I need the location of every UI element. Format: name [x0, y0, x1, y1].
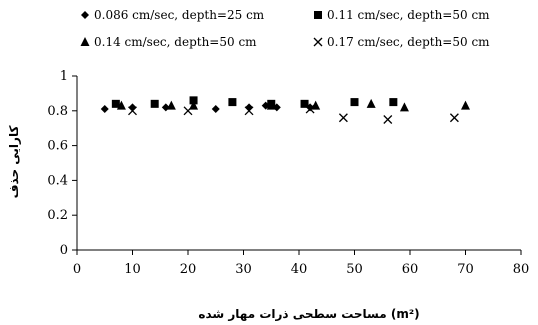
data-point-x [244, 106, 254, 116]
legend-item: 0.14 cm/sec, depth=50 cm [80, 35, 257, 49]
x-tick-label: 10 [124, 262, 141, 277]
legend-item: 0.11 cm/sec, depth=50 cm [314, 8, 490, 22]
data-point-triangle [266, 100, 276, 110]
y-tick-label: 0 [60, 243, 68, 258]
y-tick-label: 0.8 [47, 104, 68, 119]
x-tick-label: 20 [180, 262, 197, 277]
y-tick-label: 0.2 [47, 208, 68, 223]
data-points [100, 96, 470, 124]
legend-label: 0.14 cm/sec, depth=50 cm [94, 35, 257, 49]
y-tick-label: 0.4 [47, 173, 68, 188]
axes: 00.20.40.60.810 10 20 30 40 50 60 70 80 [47, 69, 529, 277]
legend-item: 0.086 cm/sec, depth=25 cm [81, 8, 265, 22]
data-point-square [350, 98, 359, 107]
y-axis-title: کارایی حذف [7, 126, 21, 199]
data-point-x [383, 115, 393, 124]
data-point-square [150, 99, 159, 108]
legend-marker-square [314, 11, 322, 19]
data-point-triangle [116, 100, 126, 110]
data-point-triangle [366, 98, 376, 108]
x-axis-title: مساحت سطحی ذرات مهار شده (m²) [198, 307, 419, 321]
data-point-square [389, 98, 398, 107]
legend-label: 0.086 cm/sec, depth=25 cm [94, 8, 265, 22]
data-point-triangle [399, 102, 409, 112]
x-tick-label: 0 [73, 262, 81, 277]
x-tick-label: 40 [291, 262, 308, 277]
data-point-x [449, 113, 459, 123]
data-point-square [189, 96, 198, 105]
data-point-triangle [166, 100, 176, 110]
x-tick-label: 50 [346, 262, 363, 277]
data-point-x [338, 113, 348, 123]
legend-item: 0.17 cm/sec, depth=50 cm [313, 35, 490, 49]
x-tick-label: 80 [513, 262, 530, 277]
data-point-x [183, 106, 193, 116]
legend: 0.086 cm/sec, depth=25 cm 0.11 cm/sec, de… [80, 8, 490, 49]
data-point-diamond [100, 105, 109, 114]
data-point-triangle [461, 100, 470, 110]
data-point-square [111, 99, 120, 108]
data-point-triangle [311, 100, 321, 110]
data-point-x [305, 104, 315, 114]
legend-label: 0.11 cm/sec, depth=50 cm [327, 8, 490, 22]
x-tick-label: 60 [402, 262, 419, 277]
data-point-diamond [211, 105, 220, 114]
data-point-square [228, 98, 237, 107]
legend-marker-x [313, 37, 323, 47]
x-tick-label: 30 [235, 262, 252, 277]
data-point-square [300, 99, 309, 108]
data-point-x [128, 106, 137, 116]
x-tick-label: 70 [457, 262, 474, 277]
legend-marker-diamond [81, 11, 89, 19]
y-tick-label: 1 [60, 69, 68, 84]
y-tick-label: 0.6 [47, 139, 68, 154]
legend-marker-triangle [80, 37, 90, 46]
legend-label: 0.17 cm/sec, depth=50 cm [327, 35, 490, 49]
